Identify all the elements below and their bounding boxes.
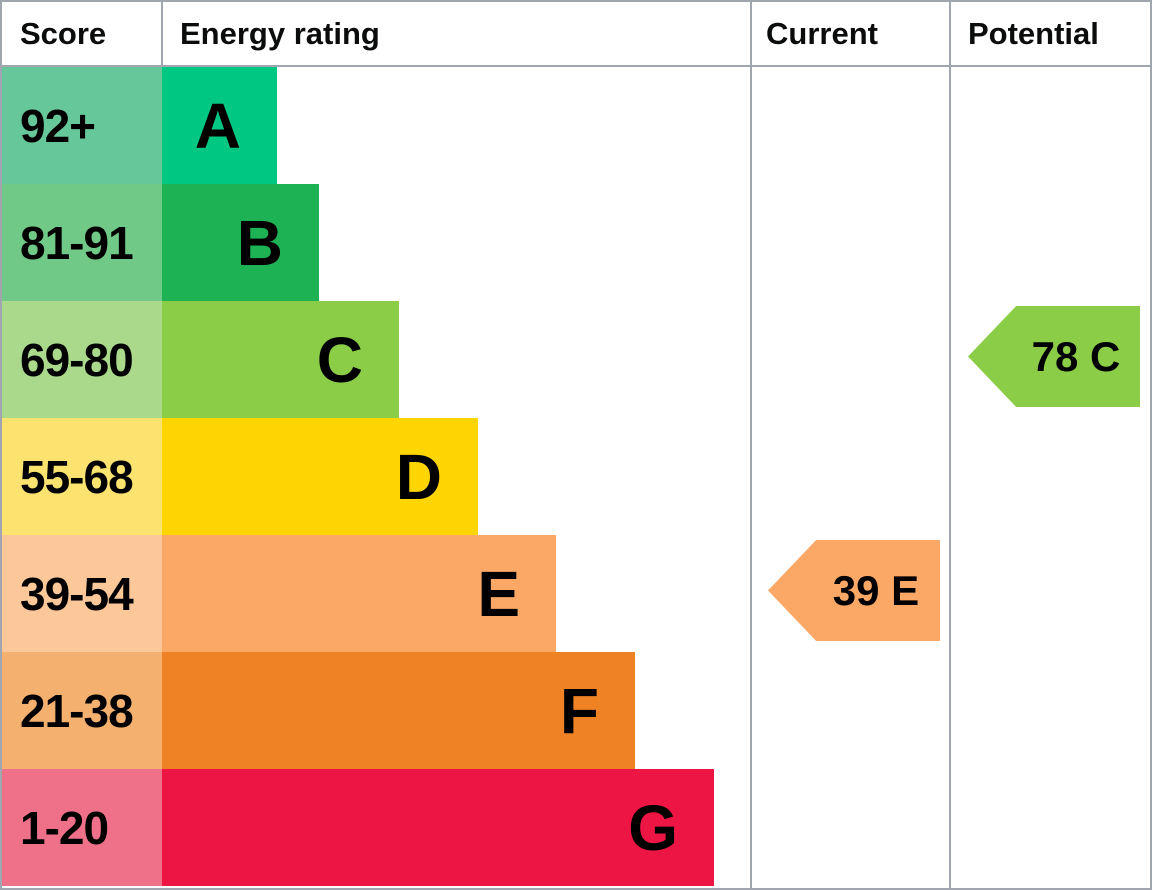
- potential-column-divider: [949, 2, 951, 888]
- band-row: 69-80 C: [2, 301, 1150, 418]
- band-rating-bar: G: [162, 769, 714, 886]
- band-score-range: 92+: [2, 67, 162, 184]
- current-rating-label: 39 E: [832, 566, 920, 614]
- band-rating-bar: D: [162, 418, 478, 535]
- score-column-divider: [161, 2, 163, 65]
- band-row: 21-38 F: [2, 652, 1150, 769]
- band-score-range: 1-20: [2, 769, 162, 886]
- band-row: 1-20 G: [2, 769, 1150, 886]
- band-score-range: 39-54: [2, 535, 162, 652]
- band-row: 55-68 D: [2, 418, 1150, 535]
- band-score-range: 81-91: [2, 184, 162, 301]
- header-divider: [2, 65, 1150, 67]
- band-rating-bar: A: [162, 67, 277, 184]
- band-rating-bar: C: [162, 301, 399, 418]
- band-row: 39-54 E: [2, 535, 1150, 652]
- band-rating-bar: E: [162, 535, 556, 652]
- header-potential: Potential: [968, 15, 1099, 51]
- band-row: 81-91 B: [2, 184, 1150, 301]
- header-current: Current: [766, 15, 878, 51]
- current-column-divider: [750, 2, 752, 888]
- band-score-range: 69-80: [2, 301, 162, 418]
- band-score-range: 55-68: [2, 418, 162, 535]
- band-rating-bar: F: [162, 652, 635, 769]
- header-score: Score: [20, 15, 107, 51]
- header-energy-rating: Energy rating: [180, 15, 380, 51]
- band-score-range: 21-38: [2, 652, 162, 769]
- band-rating-bar: B: [162, 184, 319, 301]
- potential-rating-label: 78 C: [1031, 332, 1121, 380]
- band-row: 92+ A: [2, 67, 1150, 184]
